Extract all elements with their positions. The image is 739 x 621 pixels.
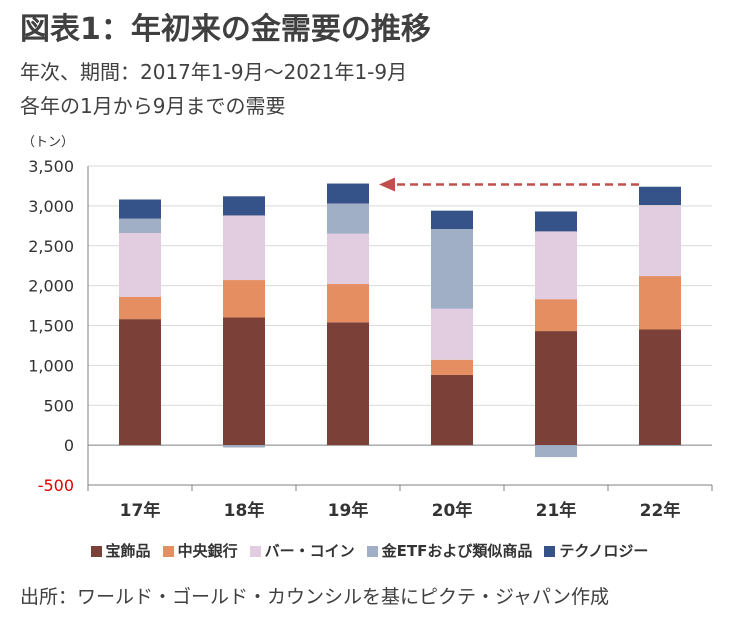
bar-segment bbox=[535, 331, 577, 446]
bar-segment bbox=[119, 199, 161, 219]
y-tick-label: 500 bbox=[43, 396, 74, 415]
y-tick-label: 3,000 bbox=[28, 197, 74, 216]
bar-segment bbox=[535, 231, 577, 300]
legend-swatch bbox=[544, 546, 556, 557]
x-tick-label: 22年 bbox=[640, 500, 681, 521]
y-tick-label: 2,500 bbox=[28, 237, 74, 256]
chart-subtitle-description: 各年の1月から9月までの需要 bbox=[20, 94, 286, 118]
legend-swatch bbox=[249, 546, 261, 557]
bar-segment bbox=[431, 308, 473, 360]
legend-item: バー・コイン bbox=[249, 540, 355, 561]
legend-item: 金ETFおよび類似商品 bbox=[366, 540, 533, 561]
x-tick-label: 21年 bbox=[536, 500, 577, 521]
bar-segment bbox=[535, 211, 577, 232]
y-tick-label: -500 bbox=[38, 476, 74, 495]
legend-item: 中央銀行 bbox=[162, 540, 238, 561]
annotation-arrow-head bbox=[379, 177, 395, 192]
legend-swatch bbox=[90, 546, 102, 557]
bar-segment bbox=[639, 445, 681, 446]
legend-label: 金ETFおよび類似商品 bbox=[381, 542, 533, 560]
chart-subtitle-period: 年次、期間：2017年1-9月～2021年1-9月 bbox=[20, 60, 408, 84]
y-tick-label: 1,000 bbox=[28, 356, 74, 375]
bar-segment bbox=[327, 183, 369, 204]
bar-segment bbox=[639, 329, 681, 446]
x-tick-label: 17年 bbox=[120, 500, 161, 521]
bar-segment bbox=[431, 210, 473, 230]
bar-segment bbox=[431, 359, 473, 375]
bar-segment bbox=[119, 232, 161, 297]
bar-segment bbox=[639, 186, 681, 206]
bar-segment bbox=[431, 229, 473, 309]
y-tick-label: 3,500 bbox=[28, 157, 74, 176]
y-tick-label: 1,500 bbox=[28, 317, 74, 336]
bar-segment bbox=[639, 205, 681, 277]
source-note: 出所：ワールド・ゴールド・カウンシルを基にピクテ・ジャパン作成 bbox=[20, 586, 610, 608]
bar-segment bbox=[535, 299, 577, 332]
bar-segment bbox=[431, 374, 473, 446]
legend-item: 宝飾品 bbox=[90, 540, 151, 561]
bar-segment bbox=[327, 322, 369, 446]
bar-segment bbox=[327, 233, 369, 285]
bar-segment bbox=[223, 280, 265, 318]
bar-segment bbox=[223, 215, 265, 281]
bar-segment bbox=[327, 203, 369, 234]
bar-segment bbox=[327, 284, 369, 323]
legend-item: テクノロジー bbox=[544, 540, 648, 561]
bar-segment bbox=[223, 196, 265, 216]
y-tick-label: 2,000 bbox=[28, 277, 74, 296]
chart-legend: 宝飾品 中央銀行 バー・コイン 金ETFおよび類似商品 テクノロジー bbox=[0, 540, 739, 561]
x-tick-label: 20年 bbox=[432, 500, 473, 521]
bar-segment bbox=[639, 276, 681, 330]
y-tick-label: 0 bbox=[64, 436, 74, 455]
bar-segment bbox=[535, 445, 577, 458]
page-title: 図表1：年初来の金需要の推移 bbox=[20, 12, 431, 47]
x-tick-label: 19年 bbox=[328, 500, 369, 521]
legend-label: バー・コイン bbox=[264, 542, 355, 560]
stacked-bar-chart: （トン） -500 0 500 1,000 1,500 2,000 2,500 3,000 3,5… bbox=[22, 135, 713, 521]
bar-segment bbox=[223, 317, 265, 446]
bar-segment bbox=[223, 445, 265, 448]
legend-label: テクノロジー bbox=[559, 542, 649, 560]
bar-segment bbox=[119, 319, 161, 446]
legend-swatch bbox=[366, 546, 378, 557]
legend-label: 宝飾品 bbox=[105, 542, 151, 560]
legend-swatch bbox=[162, 546, 174, 557]
bar-segment bbox=[119, 218, 161, 233]
bar-segment bbox=[119, 296, 161, 320]
legend-label: 中央銀行 bbox=[177, 542, 238, 560]
x-tick-label: 18年 bbox=[224, 500, 265, 521]
y-axis-unit-label: （トン） bbox=[22, 135, 74, 150]
